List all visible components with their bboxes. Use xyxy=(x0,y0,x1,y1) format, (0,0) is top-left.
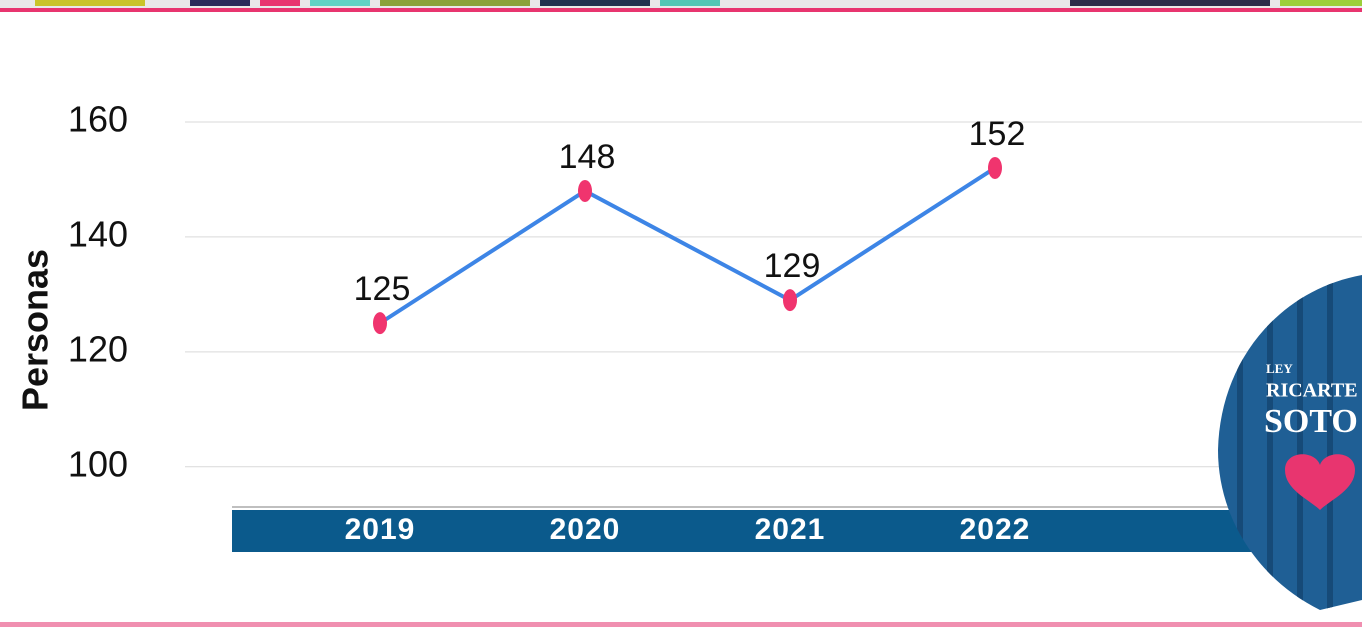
data-label: 125 xyxy=(354,270,411,308)
marker xyxy=(578,179,592,202)
bottom-border xyxy=(0,622,1362,627)
y-axis-label: Personas xyxy=(15,249,56,411)
data-label: 148 xyxy=(559,138,616,176)
x-tick-label: 2022 xyxy=(960,513,1031,546)
marker xyxy=(373,312,387,335)
category-band xyxy=(232,510,1262,552)
y-tick-label: 140 xyxy=(68,213,128,254)
data-label: 129 xyxy=(764,247,821,285)
x-tick-label: 2021 xyxy=(755,513,826,546)
x-tick-label: 2020 xyxy=(550,513,621,546)
marker xyxy=(783,289,797,312)
logo-text: SOTO xyxy=(1264,403,1358,440)
logo: LEY RICARTE SOTO xyxy=(1218,275,1362,610)
line xyxy=(378,166,997,325)
data-label: 152 xyxy=(969,115,1026,153)
logo-text: LEY xyxy=(1266,361,1293,376)
x-tick-label: 2019 xyxy=(345,513,416,546)
y-tick-label: 100 xyxy=(68,443,128,484)
marker xyxy=(988,156,1002,179)
y-tick-label: 120 xyxy=(68,328,128,369)
plot: 100 120 140 160 2019 2020 2021 2022 125 148 129 152 xyxy=(68,99,1362,552)
y-tick-label: 160 xyxy=(68,99,128,140)
top-stripe xyxy=(0,0,1362,12)
logo-text: RICARTE xyxy=(1266,380,1358,402)
